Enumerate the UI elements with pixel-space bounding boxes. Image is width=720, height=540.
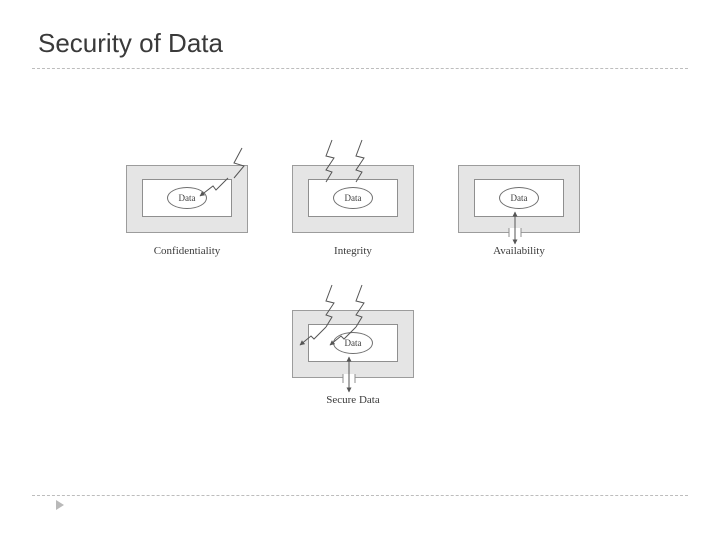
- slide-marker-icon: [56, 500, 64, 510]
- page-title: Security of Data: [38, 28, 223, 59]
- slide: Security of Data Data Confidentiality Data…: [0, 0, 720, 540]
- caption-secure: Secure Data: [293, 394, 413, 406]
- diagram-overlay: [0, 0, 720, 540]
- data-ellipse-integrity: Data: [333, 187, 373, 209]
- divider-top: [32, 68, 688, 69]
- caption-integrity: Integrity: [293, 245, 413, 257]
- data-ellipse-confidentiality: Data: [167, 187, 207, 209]
- divider-bottom: [32, 495, 688, 496]
- caption-confidentiality: Confidentiality: [127, 245, 247, 257]
- data-ellipse-availability: Data: [499, 187, 539, 209]
- caption-availability: Availability: [459, 245, 579, 257]
- data-ellipse-secure: Data: [333, 332, 373, 354]
